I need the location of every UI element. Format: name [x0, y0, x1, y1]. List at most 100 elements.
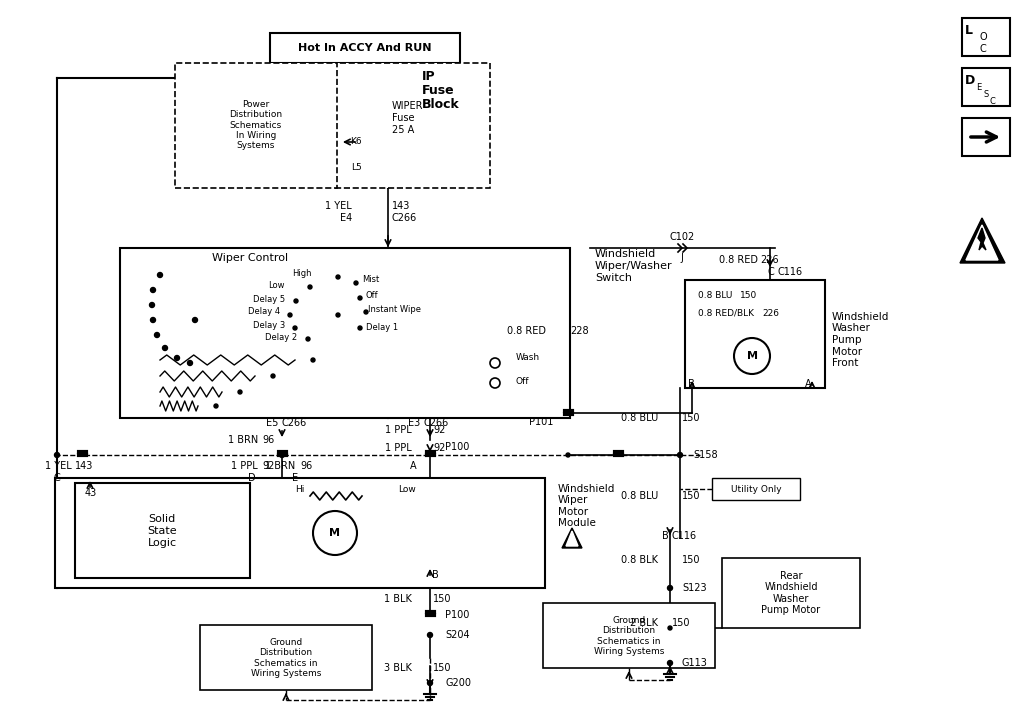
Circle shape: [668, 661, 673, 666]
Circle shape: [151, 317, 156, 322]
Text: 150: 150: [433, 594, 452, 604]
Text: Windshield
Wiper/Washer
Switch: Windshield Wiper/Washer Switch: [595, 249, 673, 283]
Text: 0.8 RED: 0.8 RED: [507, 326, 546, 336]
Circle shape: [668, 585, 673, 590]
Text: Mist: Mist: [362, 276, 379, 284]
Text: 226: 226: [762, 309, 779, 317]
Text: 150: 150: [433, 663, 452, 673]
Circle shape: [336, 275, 340, 279]
Text: 3 BLK: 3 BLK: [384, 663, 412, 673]
Text: 1 BLK: 1 BLK: [384, 594, 412, 604]
Text: O: O: [980, 32, 987, 42]
Text: 96: 96: [262, 435, 274, 445]
Text: 150: 150: [682, 555, 700, 565]
Text: 0.8 BLU: 0.8 BLU: [698, 292, 732, 301]
Text: 2 BLK: 2 BLK: [630, 618, 658, 628]
Text: C102: C102: [670, 232, 694, 242]
Text: 0.8 BLU: 0.8 BLU: [621, 491, 658, 501]
Text: C266: C266: [392, 213, 417, 223]
Text: 92: 92: [262, 461, 274, 471]
Text: 150: 150: [740, 292, 758, 301]
Circle shape: [150, 302, 155, 307]
Circle shape: [163, 345, 168, 350]
Text: High: High: [292, 269, 311, 277]
Text: A: A: [410, 461, 417, 471]
Text: G200: G200: [445, 678, 471, 688]
Text: C: C: [53, 473, 60, 483]
Text: C: C: [990, 97, 996, 106]
Text: Wash: Wash: [516, 353, 540, 363]
Text: 96: 96: [300, 461, 312, 471]
Text: Power
Distribution
Schematics
In Wiring
Systems: Power Distribution Schematics In Wiring …: [229, 100, 283, 150]
Text: C: C: [980, 44, 987, 54]
Text: 143: 143: [392, 201, 411, 211]
Circle shape: [311, 358, 315, 362]
Bar: [270, 33, 460, 63]
Circle shape: [187, 360, 193, 365]
Text: 1 BRN: 1 BRN: [265, 461, 295, 471]
Circle shape: [280, 452, 285, 457]
Text: 0.8 RED/BLK: 0.8 RED/BLK: [698, 309, 754, 317]
Text: E5: E5: [265, 418, 278, 428]
Circle shape: [294, 299, 298, 303]
Bar: [685, 280, 825, 388]
Polygon shape: [566, 531, 578, 546]
Text: M: M: [746, 351, 758, 361]
Text: J: J: [681, 253, 683, 263]
Bar: [335, 63, 490, 188]
Text: Delay 1: Delay 1: [366, 322, 398, 332]
Text: S204: S204: [445, 630, 470, 640]
Text: L5: L5: [351, 164, 362, 172]
Text: S158: S158: [693, 450, 718, 460]
Circle shape: [678, 452, 683, 457]
Text: 1 YEL: 1 YEL: [45, 461, 72, 471]
Circle shape: [427, 681, 432, 686]
Bar: [962, 18, 1010, 56]
Polygon shape: [961, 218, 1005, 263]
Text: Low: Low: [268, 281, 285, 291]
Circle shape: [193, 317, 198, 322]
Text: Rear
Windshield
Washer
Pump Motor: Rear Windshield Washer Pump Motor: [762, 571, 820, 615]
Bar: [120, 248, 570, 418]
Circle shape: [214, 404, 218, 408]
Text: D: D: [248, 473, 256, 483]
Text: Utility Only: Utility Only: [731, 485, 781, 493]
Circle shape: [174, 355, 179, 360]
Text: P101: P101: [528, 417, 553, 427]
Text: S123: S123: [682, 583, 707, 593]
Text: C: C: [768, 267, 775, 277]
Circle shape: [288, 313, 292, 317]
Text: 1 BRN: 1 BRN: [227, 435, 258, 445]
Polygon shape: [966, 225, 998, 260]
Text: 143: 143: [75, 461, 93, 471]
Text: C266: C266: [424, 418, 450, 428]
Text: B: B: [688, 379, 694, 389]
Text: Block: Block: [422, 98, 460, 111]
Polygon shape: [978, 228, 986, 250]
Text: Off: Off: [516, 378, 529, 386]
Text: 150: 150: [682, 491, 700, 501]
Text: Delay 4: Delay 4: [248, 307, 281, 317]
Text: Wiper Control: Wiper Control: [212, 253, 288, 263]
Bar: [962, 68, 1010, 106]
Circle shape: [364, 310, 368, 314]
Bar: [712, 478, 800, 500]
Text: Off: Off: [366, 292, 379, 301]
Text: E: E: [976, 83, 981, 92]
Text: B: B: [663, 531, 669, 541]
Text: 0.8 BLU: 0.8 BLU: [621, 413, 658, 423]
Circle shape: [668, 626, 672, 630]
Circle shape: [336, 313, 340, 317]
Polygon shape: [562, 528, 582, 548]
Text: Hot In ACCY And RUN: Hot In ACCY And RUN: [298, 43, 432, 53]
Text: Fuse: Fuse: [422, 83, 455, 96]
Text: 1 PPL: 1 PPL: [385, 443, 412, 453]
Bar: [75, 483, 250, 578]
Text: 0.8 BLK: 0.8 BLK: [621, 555, 658, 565]
Circle shape: [306, 337, 310, 341]
Circle shape: [155, 332, 160, 337]
Circle shape: [151, 287, 156, 292]
Text: Solid
State
Logic: Solid State Logic: [147, 514, 177, 548]
Text: Delay 5: Delay 5: [253, 294, 285, 304]
Text: C266: C266: [282, 418, 307, 428]
